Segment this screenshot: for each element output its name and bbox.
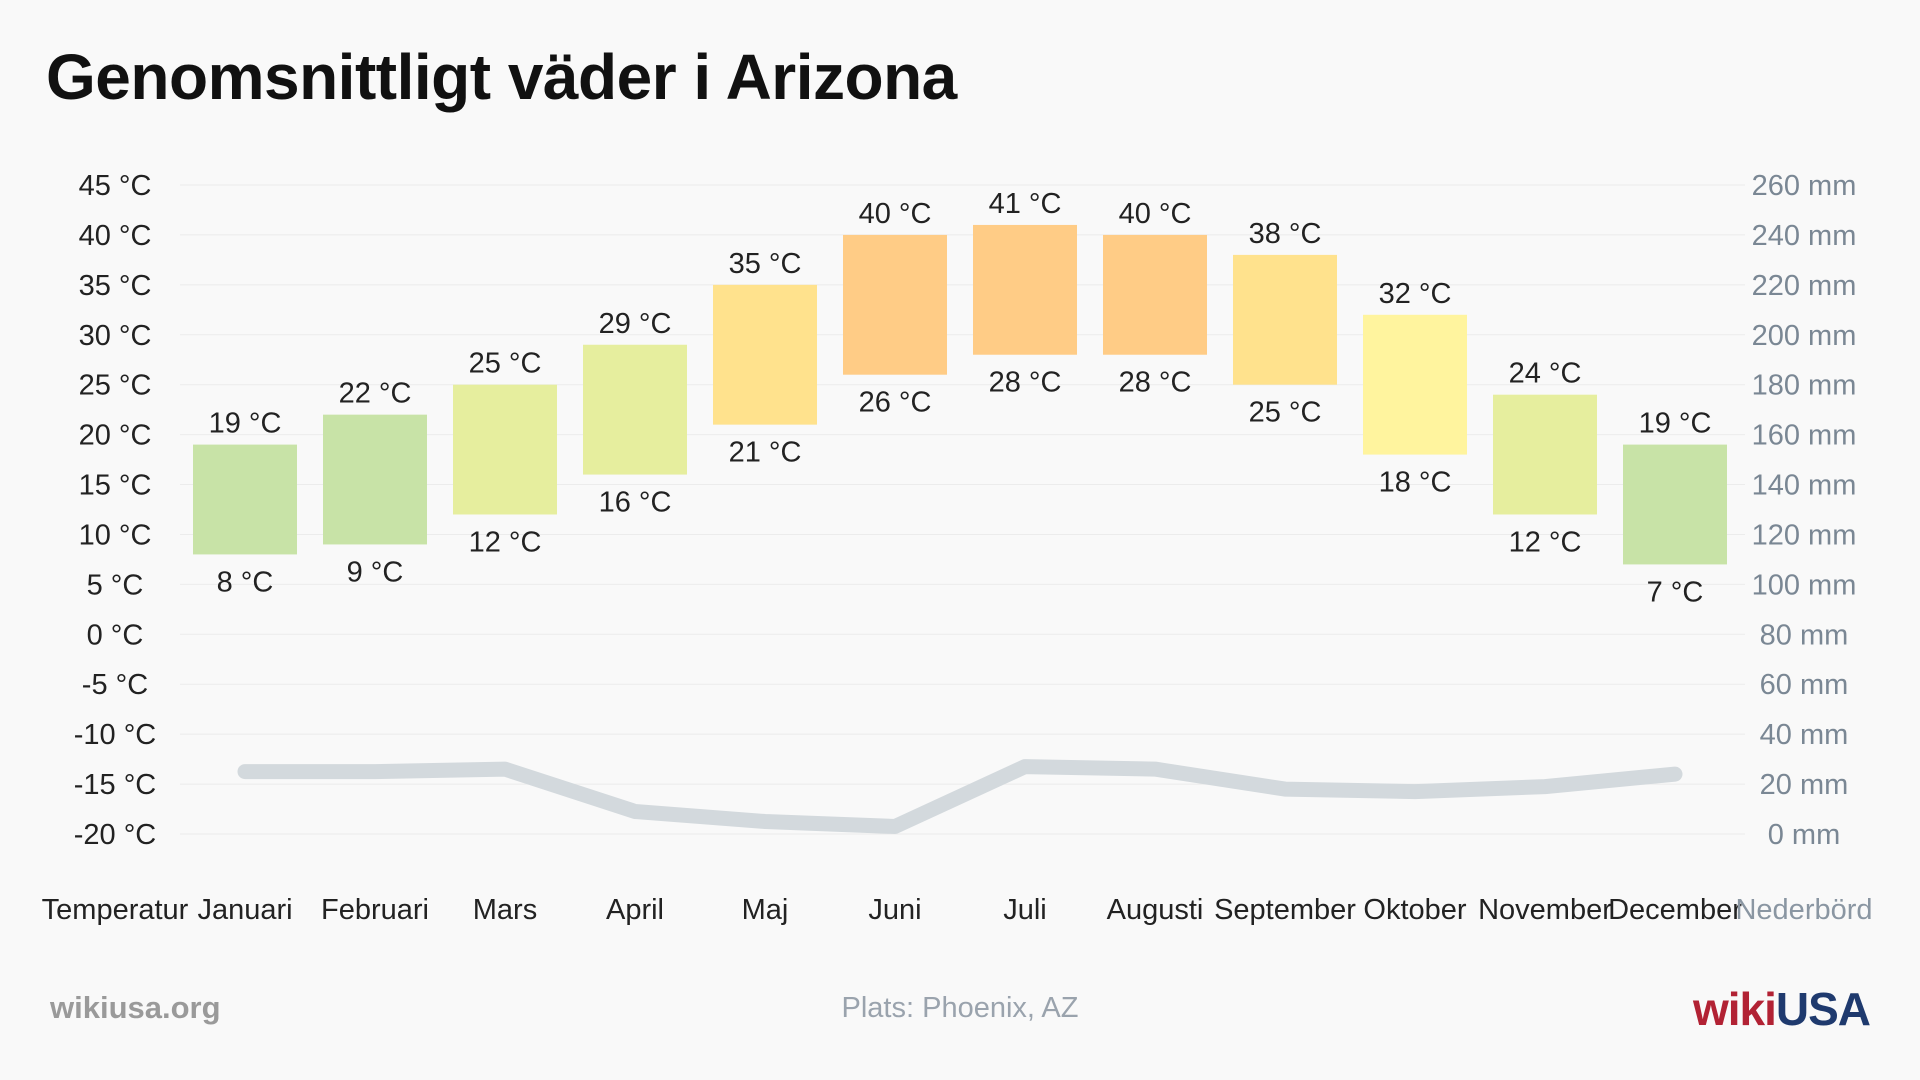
high-temp-label: 40 °C — [1119, 198, 1192, 230]
right-tick-label: 60 mm — [1760, 669, 1849, 701]
left-tick-label: 40 °C — [79, 220, 152, 252]
temperature-bar — [1493, 394, 1597, 515]
month-label: December — [1608, 894, 1742, 926]
right-tick-label: 20 mm — [1760, 769, 1849, 801]
left-tick-label: -10 °C — [74, 719, 157, 751]
month-label: Januari — [197, 894, 292, 926]
month-label: Oktober — [1363, 894, 1466, 926]
right-tick-label: 200 mm — [1752, 320, 1857, 352]
month-label: Maj — [742, 894, 789, 926]
low-temp-label: 12 °C — [469, 526, 542, 558]
high-temp-label: 41 °C — [989, 188, 1062, 220]
brand-usa: USA — [1775, 983, 1871, 1035]
low-temp-label: 28 °C — [1119, 367, 1192, 399]
left-tick-label: 20 °C — [79, 420, 152, 452]
low-temp-label: 12 °C — [1509, 526, 1582, 558]
low-temp-label: 8 °C — [217, 566, 274, 598]
temperature-bar — [843, 234, 947, 375]
left-tick-label: -15 °C — [74, 769, 157, 801]
right-axis-ticks: 260 mm 240 mm 220 mm 200 mm 180 mm 160 mm 140 … — [1752, 170, 1857, 851]
right-tick-label: 240 mm — [1752, 220, 1857, 252]
high-temp-label: 40 °C — [859, 198, 932, 230]
low-temp-label: 28 °C — [989, 367, 1062, 399]
right-tick-label: 100 mm — [1752, 569, 1857, 601]
low-temp-label: 16 °C — [599, 487, 672, 519]
left-tick-label: 45 °C — [79, 170, 152, 202]
high-temp-label: 19 °C — [1639, 408, 1712, 440]
chart-title: Genomsnittligt väder i Arizona — [46, 41, 957, 113]
right-tick-label: 220 mm — [1752, 270, 1857, 302]
left-axis-label: Temperatur — [42, 894, 189, 926]
high-temp-label: 38 °C — [1249, 218, 1322, 250]
left-tick-label: 35 °C — [79, 270, 152, 302]
brand-wiki: wiki — [1692, 983, 1777, 1035]
left-axis-ticks: 45 °C 40 °C 35 °C 30 °C 25 °C 20 °C 15 °C 10 °C… — [74, 170, 157, 851]
temperature-bar — [1363, 314, 1467, 455]
location-label: Plats: Phoenix, AZ — [841, 992, 1079, 1024]
temperature-bar — [193, 444, 297, 555]
low-temp-label: 26 °C — [859, 387, 932, 419]
high-temp-label: 35 °C — [729, 248, 802, 280]
right-tick-label: 40 mm — [1760, 719, 1849, 751]
temperature-bar — [453, 384, 557, 515]
high-temp-label: 19 °C — [209, 408, 282, 440]
right-tick-label: 140 mm — [1752, 470, 1857, 502]
temperature-bar — [973, 224, 1077, 355]
low-temp-label: 7 °C — [1647, 576, 1704, 608]
month-label: November — [1478, 894, 1612, 926]
low-temp-label: 18 °C — [1379, 467, 1452, 499]
low-temp-label: 21 °C — [729, 437, 802, 469]
temperature-bar — [1623, 444, 1727, 565]
low-temp-label: 25 °C — [1249, 397, 1322, 429]
left-tick-label: 15 °C — [79, 470, 152, 502]
month-label: Augusti — [1107, 894, 1204, 926]
data-labels: 19 °C 8 °C 22 °C 9 °C 25 °C 12 °C 29 °C 16 °C 35… — [209, 188, 1712, 608]
left-tick-label: -20 °C — [74, 819, 157, 851]
right-tick-label: 160 mm — [1752, 420, 1857, 452]
low-temp-label: 9 °C — [347, 556, 404, 588]
high-temp-label: 32 °C — [1379, 278, 1452, 310]
right-tick-label: 0 mm — [1768, 819, 1841, 851]
high-temp-label: 29 °C — [599, 308, 672, 340]
right-axis-label: Nederbörd — [1735, 894, 1872, 926]
right-tick-label: 80 mm — [1760, 619, 1849, 651]
month-labels: Januari Februari Mars April Maj Juni Juli Augus… — [197, 894, 1742, 926]
left-tick-label: 5 °C — [87, 569, 144, 601]
left-tick-label: -5 °C — [82, 669, 148, 701]
temperature-bar — [1103, 234, 1207, 355]
month-label: September — [1214, 894, 1356, 926]
grid — [180, 184, 1745, 835]
month-label: April — [606, 894, 664, 926]
high-temp-label: 25 °C — [469, 348, 542, 380]
left-tick-label: 10 °C — [79, 519, 152, 551]
left-tick-label: 0 °C — [87, 619, 144, 651]
left-tick-label: 30 °C — [79, 320, 152, 352]
brand-logo: wikiUSA — [1692, 982, 1871, 1036]
right-tick-label: 180 mm — [1752, 370, 1857, 402]
precipitation-line — [237, 759, 1683, 834]
month-label: Februari — [321, 894, 429, 926]
temperature-bar — [713, 284, 817, 425]
left-tick-label: 25 °C — [79, 370, 152, 402]
temperature-bar — [1233, 254, 1337, 385]
temperature-bar — [323, 414, 427, 545]
high-temp-label: 22 °C — [339, 378, 412, 410]
high-temp-label: 24 °C — [1509, 358, 1582, 390]
precipitation-line-path — [237, 759, 1683, 834]
temperature-bar — [583, 344, 687, 475]
month-label: Juni — [868, 894, 921, 926]
right-tick-label: 260 mm — [1752, 170, 1857, 202]
month-label: Juli — [1003, 894, 1047, 926]
temperature-bars — [193, 224, 1727, 565]
source-link[interactable]: wikiusa.org — [50, 990, 221, 1025]
right-tick-label: 120 mm — [1752, 519, 1857, 551]
month-label: Mars — [473, 894, 537, 926]
